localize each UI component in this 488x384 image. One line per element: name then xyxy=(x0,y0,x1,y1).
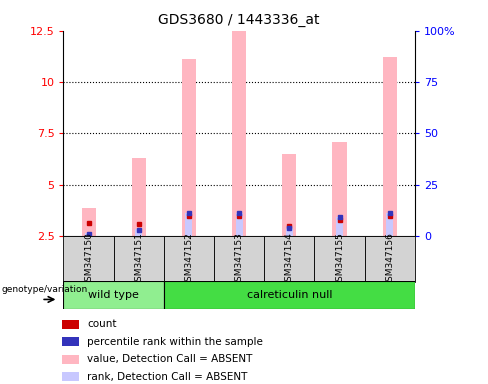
Text: calreticulin null: calreticulin null xyxy=(246,290,332,300)
Bar xyxy=(185,212,192,236)
Bar xyxy=(286,227,293,236)
Text: value, Detection Call = ABSENT: value, Detection Call = ABSENT xyxy=(87,354,253,364)
Bar xyxy=(232,31,246,236)
Text: rank, Detection Call = ABSENT: rank, Detection Call = ABSENT xyxy=(87,372,248,382)
Bar xyxy=(336,217,343,236)
Bar xyxy=(135,229,142,236)
Text: GSM347155: GSM347155 xyxy=(335,232,344,286)
Bar xyxy=(114,236,164,282)
Text: wild type: wild type xyxy=(88,290,139,300)
Bar xyxy=(214,236,264,282)
Bar xyxy=(61,320,79,329)
Bar xyxy=(164,281,415,309)
Bar xyxy=(236,212,243,236)
Bar xyxy=(282,154,296,236)
Bar xyxy=(182,60,196,236)
Bar xyxy=(383,58,397,236)
Bar xyxy=(164,236,214,282)
Text: GSM347153: GSM347153 xyxy=(235,232,244,286)
Text: GSM347156: GSM347156 xyxy=(385,232,394,286)
Bar xyxy=(365,236,415,282)
Bar xyxy=(386,212,393,236)
Text: GSM347150: GSM347150 xyxy=(84,232,93,286)
Bar xyxy=(63,281,164,309)
Bar xyxy=(332,142,346,236)
Bar xyxy=(81,209,96,236)
Bar xyxy=(264,236,314,282)
Bar xyxy=(314,236,365,282)
Bar xyxy=(61,372,79,381)
Text: genotype/variation: genotype/variation xyxy=(2,285,88,294)
Bar xyxy=(63,236,114,282)
Text: GSM347151: GSM347151 xyxy=(134,232,143,286)
Bar xyxy=(61,337,79,346)
Text: GSM347152: GSM347152 xyxy=(184,232,193,286)
Title: GDS3680 / 1443336_at: GDS3680 / 1443336_at xyxy=(159,13,320,27)
Text: percentile rank within the sample: percentile rank within the sample xyxy=(87,337,264,347)
Text: count: count xyxy=(87,319,117,329)
Bar xyxy=(132,158,146,236)
Bar xyxy=(85,233,92,236)
Text: GSM347154: GSM347154 xyxy=(285,232,294,286)
Bar xyxy=(61,355,79,364)
